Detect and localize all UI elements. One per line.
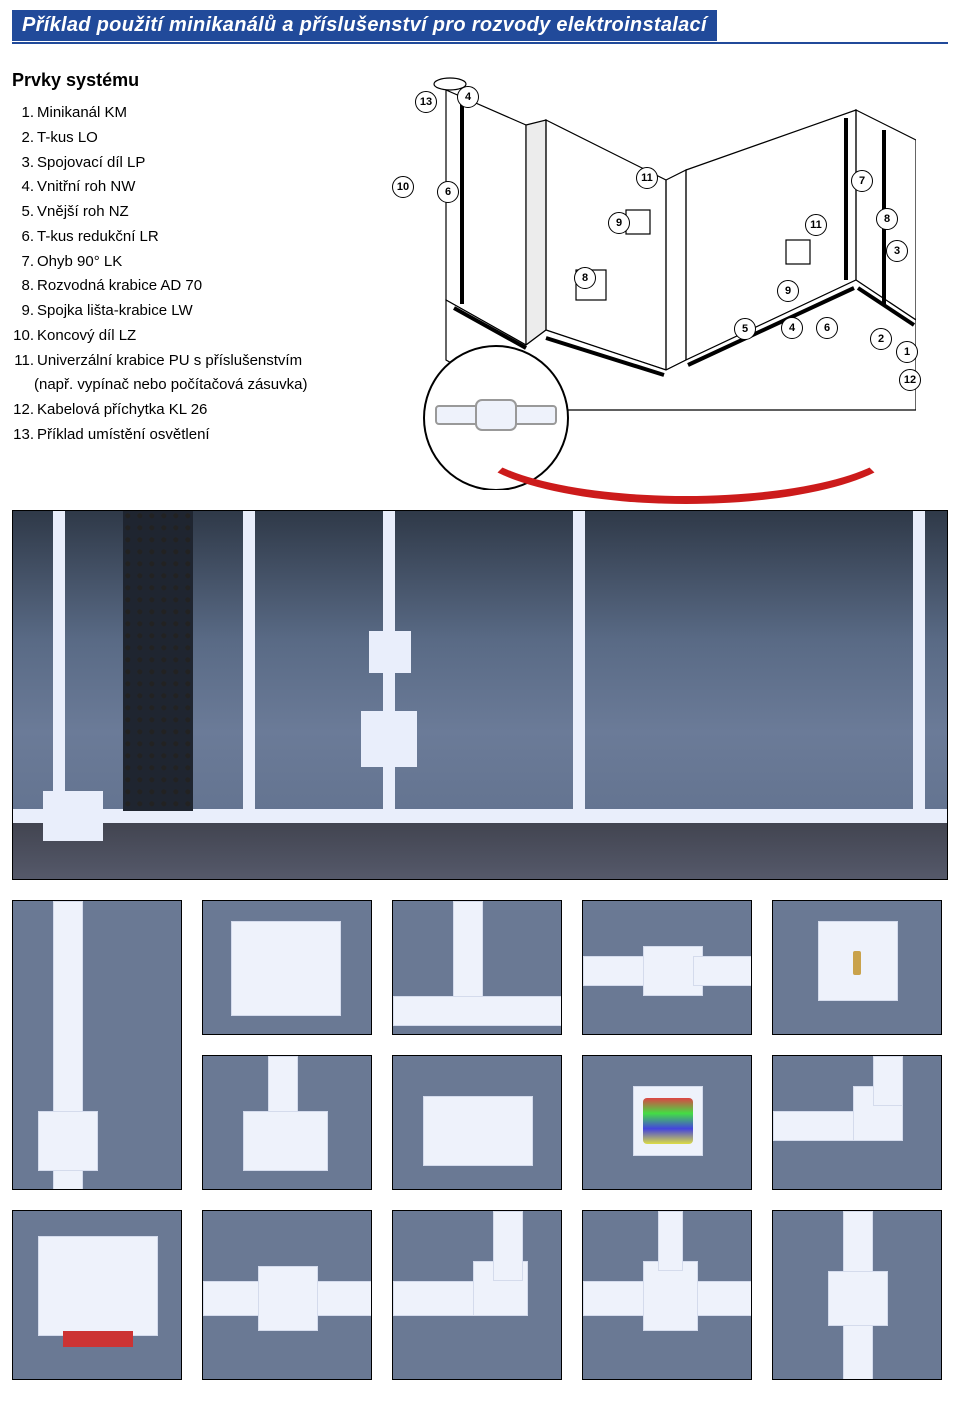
thumb xyxy=(392,900,562,1035)
diagram-callout: 10 xyxy=(392,176,414,198)
legend-item-subnote: (např. vypínač nebo počítačová zásuvka) xyxy=(12,373,362,398)
diagram-callout: 4 xyxy=(781,317,803,339)
legend-item: 6.T-kus redukční LR xyxy=(12,225,362,250)
diagram-callout: 4 xyxy=(457,86,479,108)
render-box xyxy=(369,631,411,673)
thumb xyxy=(202,900,372,1035)
render-trunk xyxy=(13,809,947,823)
red-arrow-arc xyxy=(466,374,906,504)
thumb xyxy=(772,900,942,1035)
legend-item: 1.Minikanál KM xyxy=(12,101,362,126)
legend-panel: Prvky systému 1.Minikanál KM 2.T-kus LO … xyxy=(12,70,362,490)
main-render-image xyxy=(12,510,948,880)
diagram-callout: 2 xyxy=(870,328,892,350)
legend-item: 2.T-kus LO xyxy=(12,126,362,151)
diagram-callout: 7 xyxy=(851,170,873,192)
thumb xyxy=(772,1055,942,1190)
thumb-row-1 xyxy=(12,900,948,1190)
diagram-callout: 6 xyxy=(816,317,838,339)
render-trunk xyxy=(913,511,925,821)
legend-item: 3.Spojovací díl LP xyxy=(12,151,362,176)
diagram-callout: 8 xyxy=(876,208,898,230)
thumb xyxy=(202,1210,372,1380)
legend-item: 13.Příklad umístění osvětlení xyxy=(12,423,362,448)
thumb-row-2 xyxy=(12,1210,948,1380)
thumb xyxy=(12,900,182,1190)
diagram-callout: 11 xyxy=(636,167,658,189)
diagram-callout: 12 xyxy=(899,369,921,391)
legend-item: 12.Kabelová příchytka KL 26 xyxy=(12,398,362,423)
legend-item: 7.Ohyb 90° LK xyxy=(12,250,362,275)
title-underline xyxy=(12,42,948,44)
thumb xyxy=(202,1055,372,1190)
render-wall-break xyxy=(123,511,193,811)
diagram-callout: 8 xyxy=(574,267,596,289)
iso-diagram: 13410611791183895462112 xyxy=(376,70,916,490)
legend-item: 5.Vnější roh NZ xyxy=(12,200,362,225)
thumb xyxy=(392,1210,562,1380)
thumb xyxy=(582,1210,752,1380)
legend-item: 8.Rozvodná krabice AD 70 xyxy=(12,274,362,299)
thumb xyxy=(582,900,752,1035)
thumb xyxy=(12,1210,182,1380)
legend-item: 10.Koncový díl LZ xyxy=(12,324,362,349)
render-trunk xyxy=(243,511,255,821)
render-box xyxy=(361,711,417,767)
thumb xyxy=(772,1210,942,1380)
diagram-callout: 11 xyxy=(805,214,827,236)
diagram-callout: 3 xyxy=(886,240,908,262)
diagram-callout: 1 xyxy=(896,341,918,363)
diagram-callout: 9 xyxy=(608,212,630,234)
legend-item: 9.Spojka lišta-krabice LW xyxy=(12,299,362,324)
legend-item: 11.Univerzální krabice PU s příslušenstv… xyxy=(12,349,362,399)
render-trunk xyxy=(573,511,585,821)
render-trunk xyxy=(53,511,65,821)
diagram-callout: 6 xyxy=(437,181,459,203)
iso-diagram-wrap: 13410611791183895462112 xyxy=(376,70,948,490)
diagram-callout: 9 xyxy=(777,280,799,302)
page-title-banner: Příklad použití minikanálů a příslušenst… xyxy=(12,10,717,41)
render-box xyxy=(43,791,103,841)
legend-heading: Prvky systému xyxy=(12,70,362,91)
legend-list: 1.Minikanál KM 2.T-kus LO 3.Spojovací dí… xyxy=(12,101,362,448)
thumb xyxy=(392,1055,562,1190)
legend-item: 4.Vnitřní roh NW xyxy=(12,175,362,200)
diagram-callout: 5 xyxy=(734,318,756,340)
thumb xyxy=(582,1055,752,1190)
diagram-callout: 13 xyxy=(415,91,437,113)
